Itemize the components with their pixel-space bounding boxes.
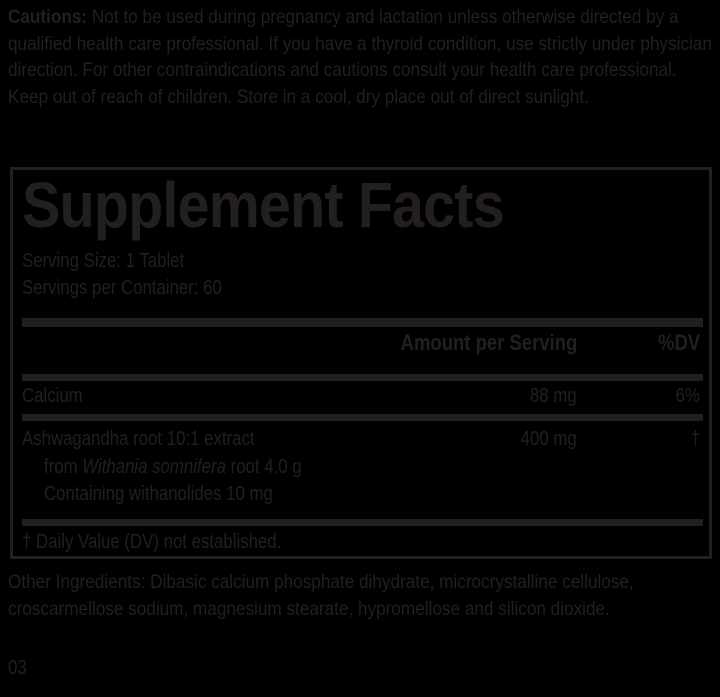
nutrient-name-text: Calcium (22, 385, 83, 407)
daily-value-footnote-text: † Daily Value (DV) not established. (22, 531, 282, 553)
header-percent-dv: %DV (650, 330, 700, 356)
subline-italic-botanical: Withania somnifera (82, 456, 226, 478)
cautions-block: Cautions: Not to be used during pregnanc… (8, 4, 716, 110)
subline-prefix: from (44, 456, 83, 478)
page-code: 03 (8, 655, 30, 681)
rule-above-footnote (22, 519, 703, 526)
nutrient-name-text: Ashwagandha root 10:1 extract (22, 428, 255, 450)
header-amount-per-serving: Amount per Serving (367, 330, 577, 356)
header-percent-dv-text: %DV (657, 330, 700, 355)
nutrient-dv-text: 6% (675, 385, 700, 407)
rule-above-header (22, 318, 703, 327)
nutrient-amount: 88 mg (521, 383, 577, 410)
header-amount-per-serving-text: Amount per Serving (400, 330, 577, 355)
rule-below-header (22, 374, 703, 381)
nutrient-amount-text: 88 mg (530, 385, 577, 407)
other-ingredients-label: Other Ingredients: (8, 571, 146, 593)
subline-prefix: Containing withanolides 10 mg (44, 483, 273, 505)
serving-info: Serving Size: 1 Tablet Servings per Cont… (22, 248, 260, 302)
other-ingredients-body: Dibasic calcium phosphate dihydrate, mic… (8, 571, 634, 620)
page-code-text: 03 (8, 657, 27, 679)
nutrient-amount-text: 400 mg (520, 428, 577, 450)
other-ingredients-text: Other Ingredients: Dibasic calcium phosp… (8, 569, 716, 622)
nutrient-amount: 400 mg (510, 426, 577, 453)
supplement-facts-box: Supplement Facts Serving Size: 1 Tablet … (10, 167, 712, 559)
serving-size-line: Serving Size: 1 Tablet (22, 248, 260, 275)
nutrient-dv: † (689, 426, 700, 453)
other-ingredients-block: Other Ingredients: Dibasic calcium phosp… (8, 569, 716, 622)
supplement-facts-title-text: Supplement Facts (22, 169, 505, 241)
servings-per-container-text: Servings per Container: 60 (22, 277, 222, 299)
subline-suffix: root 4.0 g (225, 456, 302, 478)
nutrient-dv: 6% (671, 383, 700, 410)
servings-per-container-line: Servings per Container: 60 (22, 275, 260, 302)
daily-value-footnote: † Daily Value (DV) not established. (22, 529, 331, 556)
nutrient-name: Calcium (22, 383, 94, 410)
cautions-body: Not to be used during pregnancy and lact… (8, 6, 712, 108)
serving-size-text: Serving Size: 1 Tablet (22, 250, 185, 272)
nutrient-name: Ashwagandha root 10:1 extract (22, 426, 299, 453)
cautions-text: Cautions: Not to be used during pregnanc… (8, 4, 716, 110)
rule-below-calcium (22, 414, 703, 421)
nutrient-dv-text: † (690, 428, 700, 450)
supplement-facts-title: Supplement Facts (22, 166, 557, 244)
nutrient-subline: Containing withanolides 10 mg (44, 481, 316, 508)
cautions-label: Cautions: (8, 6, 88, 28)
nutrient-subline: from Withania somnifera root 4.0 g (44, 454, 351, 481)
table-header-row: Amount per Serving %DV (13, 328, 709, 372)
